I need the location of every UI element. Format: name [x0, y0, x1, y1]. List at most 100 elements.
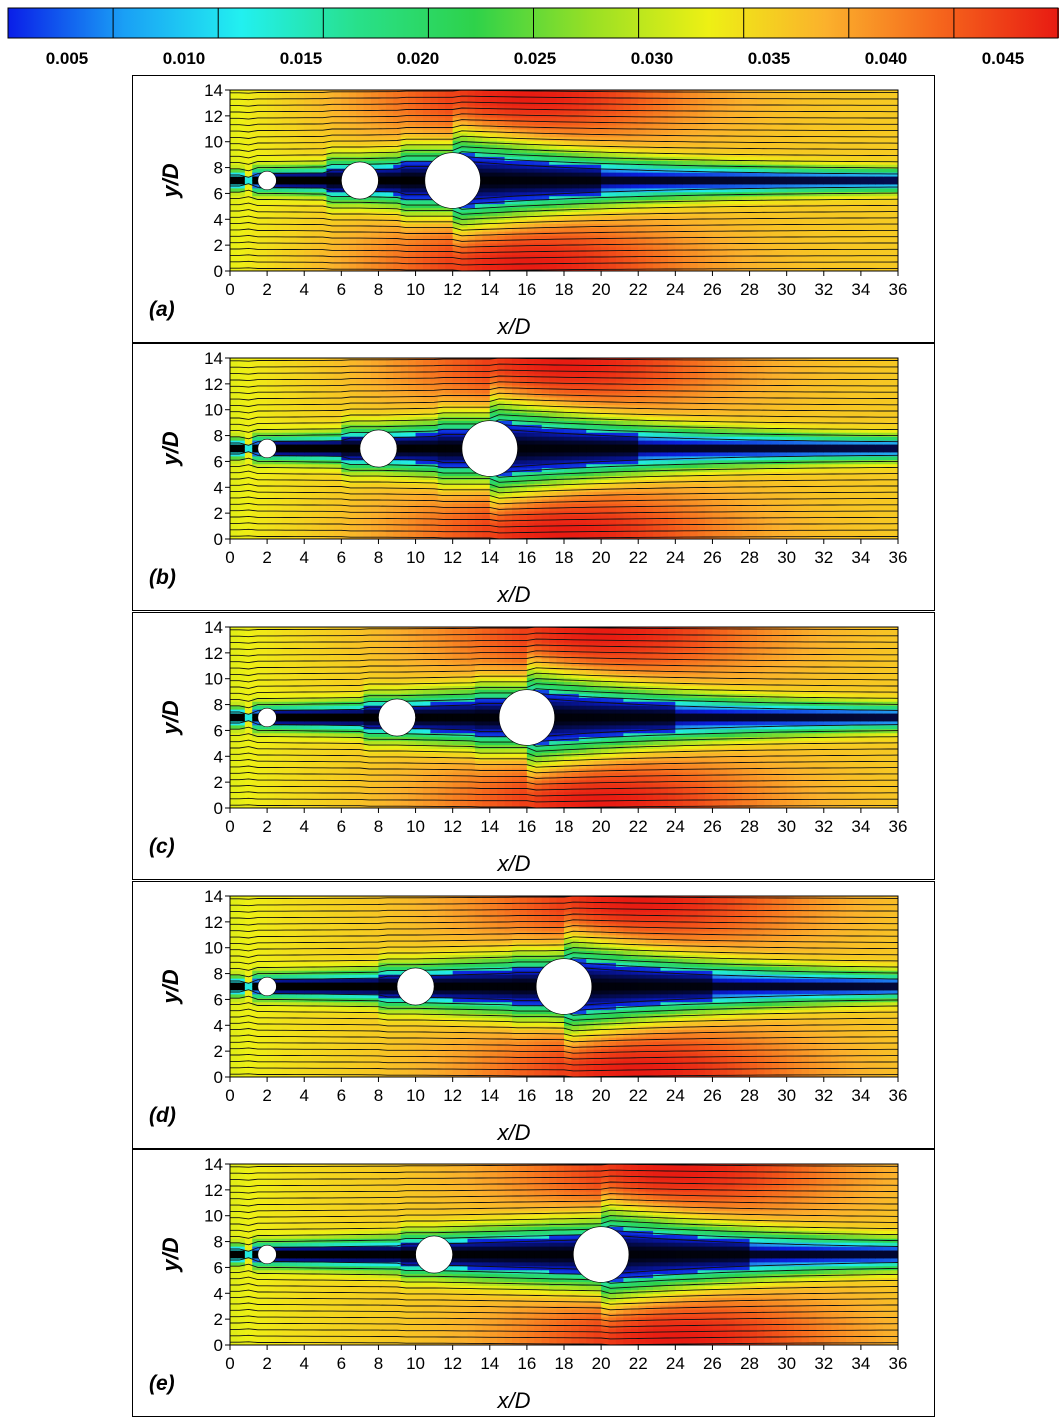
colorbar-tick-label: 0.035 [748, 49, 791, 68]
colorbar-tick-label: 0.030 [631, 49, 674, 68]
y-tick-label: 10 [204, 401, 223, 420]
y-tick-label: 4 [214, 210, 223, 229]
x-tick-label: 22 [629, 548, 648, 567]
x-tick-label: 2 [262, 817, 271, 836]
x-tick-label: 2 [262, 280, 271, 299]
y-tick-label: 10 [204, 133, 223, 152]
x-tick-label: 12 [443, 1086, 462, 1105]
y-tick-label: 2 [214, 773, 223, 792]
y-tick-label: 0 [214, 1068, 223, 1087]
cylinder [258, 171, 277, 190]
x-tick-label: 10 [406, 548, 425, 567]
colorbar-tick-label: 0.045 [982, 49, 1025, 68]
x-tick-label: 2 [262, 1354, 271, 1373]
x-tick-label: 4 [299, 1354, 308, 1373]
x-tick-label: 10 [406, 1086, 425, 1105]
panel-label: (b) [149, 566, 176, 589]
x-tick-label: 22 [629, 1354, 648, 1373]
x-tick-label: 24 [666, 280, 685, 299]
colorbar-tick-label: 0.040 [865, 49, 908, 68]
x-tick-label: 6 [337, 280, 346, 299]
x-tick-label: 16 [517, 1354, 536, 1373]
cylinder [416, 1236, 453, 1273]
cylinder [258, 977, 277, 996]
x-tick-label: 28 [740, 548, 759, 567]
x-tick-label: 34 [851, 548, 870, 567]
x-tick-label: 4 [299, 1086, 308, 1105]
x-axis-label: x/D [497, 1388, 531, 1413]
x-tick-label: 0 [225, 1086, 234, 1105]
x-tick-label: 28 [740, 817, 759, 836]
x-tick-label: 14 [480, 817, 499, 836]
y-tick-label: 10 [204, 939, 223, 958]
cylinder [536, 959, 592, 1015]
x-tick-label: 30 [777, 1354, 796, 1373]
x-tick-label: 32 [814, 1086, 833, 1105]
colorbar-tick-label: 0.010 [163, 49, 206, 68]
x-tick-label: 22 [629, 280, 648, 299]
y-tick-label: 8 [214, 159, 223, 178]
x-tick-label: 34 [851, 1354, 870, 1373]
x-tick-label: 8 [374, 548, 383, 567]
x-tick-label: 4 [299, 280, 308, 299]
y-tick-label: 14 [204, 81, 223, 100]
y-tick-label: 4 [214, 1284, 223, 1303]
y-tick-label: 0 [214, 1336, 223, 1355]
y-tick-label: 8 [214, 1233, 223, 1252]
panel-label: (c) [149, 835, 175, 858]
cylinder [425, 153, 481, 209]
x-tick-label: 28 [740, 1086, 759, 1105]
x-tick-label: 26 [703, 280, 722, 299]
y-tick-label: 10 [204, 670, 223, 689]
cylinder [360, 430, 397, 467]
x-tick-label: 26 [703, 1354, 722, 1373]
x-tick-label: 34 [851, 1086, 870, 1105]
x-tick-label: 36 [889, 1086, 908, 1105]
cylinder [258, 439, 277, 458]
x-tick-label: 22 [629, 1086, 648, 1105]
x-tick-label: 24 [666, 1354, 685, 1373]
x-tick-label: 10 [406, 280, 425, 299]
x-tick-label: 32 [814, 1354, 833, 1373]
y-tick-label: 8 [214, 427, 223, 446]
cylinder [258, 708, 277, 727]
y-tick-label: 10 [204, 1207, 223, 1226]
x-tick-label: 0 [225, 1354, 234, 1373]
x-tick-label: 36 [889, 548, 908, 567]
y-tick-label: 6 [214, 184, 223, 203]
y-tick-label: 14 [204, 1155, 223, 1174]
x-tick-label: 6 [337, 1086, 346, 1105]
cylinder [462, 421, 518, 477]
y-tick-label: 6 [214, 721, 223, 740]
x-tick-label: 34 [851, 280, 870, 299]
x-tick-label: 30 [777, 817, 796, 836]
x-tick-label: 18 [555, 1086, 574, 1105]
x-tick-label: 22 [629, 817, 648, 836]
y-tick-label: 12 [204, 107, 223, 126]
x-tick-label: 32 [814, 280, 833, 299]
cylinder [397, 968, 434, 1005]
y-axis-label: y/D [158, 969, 183, 1004]
x-tick-label: 6 [337, 817, 346, 836]
y-tick-label: 12 [204, 375, 223, 394]
x-tick-label: 8 [374, 1086, 383, 1105]
x-tick-label: 14 [480, 1354, 499, 1373]
x-tick-label: 8 [374, 280, 383, 299]
x-tick-label: 20 [592, 1354, 611, 1373]
x-tick-label: 28 [740, 280, 759, 299]
colorbar-tick-label: 0.025 [514, 49, 557, 68]
x-axis-label: x/D [497, 1120, 531, 1145]
panel-label: (e) [149, 1372, 175, 1395]
x-tick-label: 32 [814, 817, 833, 836]
y-tick-label: 2 [214, 1310, 223, 1329]
cylinder [573, 1227, 629, 1283]
x-tick-label: 18 [555, 1354, 574, 1373]
x-tick-label: 26 [703, 548, 722, 567]
x-tick-label: 0 [225, 817, 234, 836]
x-tick-label: 2 [262, 548, 271, 567]
